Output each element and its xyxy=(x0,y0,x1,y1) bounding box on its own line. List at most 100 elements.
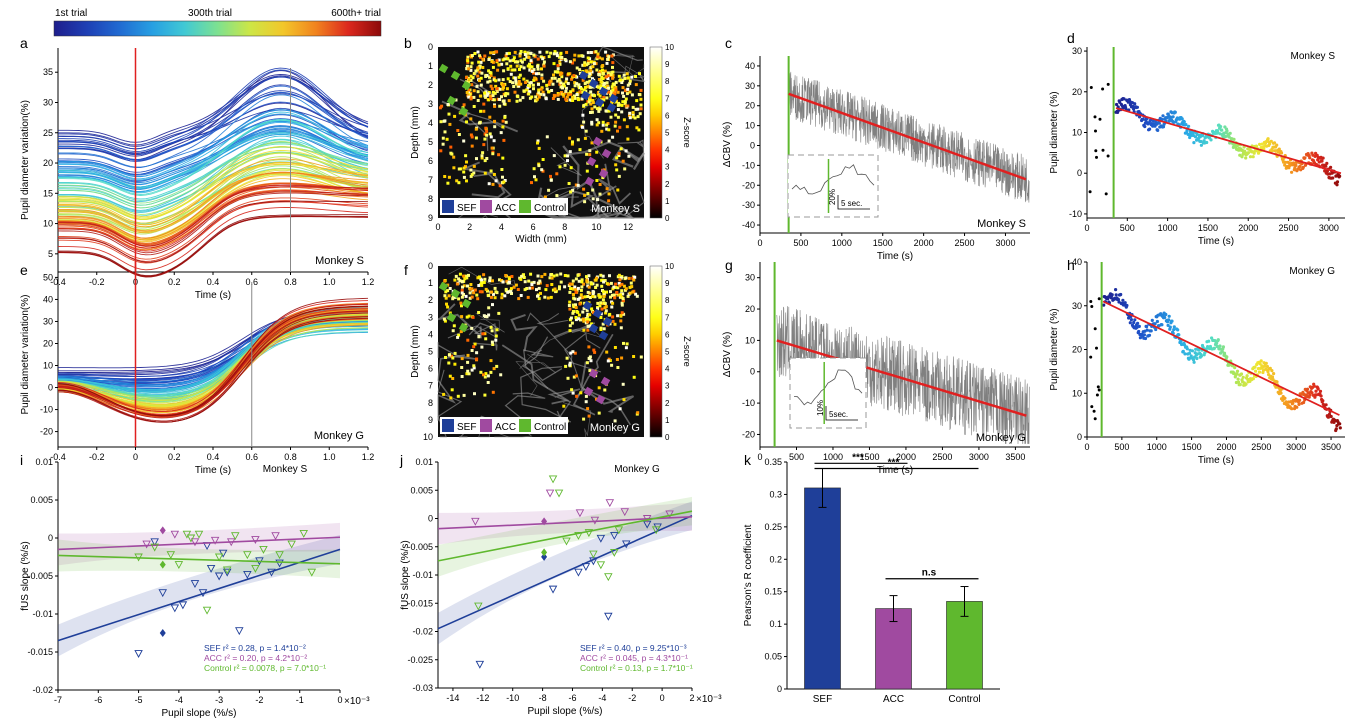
pupil-point xyxy=(1193,135,1198,139)
activation-pixel xyxy=(571,391,575,395)
activation-pixel xyxy=(486,293,490,297)
colorbar-tick-label: 6 xyxy=(665,111,670,120)
x-tick-label: 3000 xyxy=(1319,223,1339,233)
x-tick-label: 1500 xyxy=(873,238,893,248)
activation-pixel xyxy=(494,84,498,88)
activation-pixel xyxy=(571,311,575,315)
activation-pixel xyxy=(586,328,590,332)
activation-pixel xyxy=(582,282,586,286)
activation-pixel xyxy=(489,359,493,363)
activation-pixel xyxy=(586,60,590,64)
activation-pixel xyxy=(610,85,614,89)
activation-pixel xyxy=(595,179,599,182)
y-tick-label: 5 xyxy=(428,137,433,147)
x-tick-label: 10 xyxy=(591,222,601,232)
activation-pixel xyxy=(609,290,612,294)
pupil-point xyxy=(1183,352,1187,356)
x-tick-label: -3 xyxy=(215,695,223,705)
activation-pixel xyxy=(467,372,471,376)
control-roi-marker xyxy=(458,106,469,117)
stat-label-control: Control r² = 0.0078, p = 7.0*10⁻¹ xyxy=(204,663,326,673)
activation-pixel xyxy=(497,311,501,315)
activation-pixel xyxy=(537,88,541,92)
activation-pixel xyxy=(609,115,613,119)
control-roi-marker xyxy=(438,63,449,74)
session-point-sef xyxy=(222,568,232,577)
activation-pixel xyxy=(599,273,603,277)
activation-pixel xyxy=(543,272,547,276)
activation-pixel xyxy=(552,62,556,66)
activation-pixel xyxy=(550,273,554,276)
activation-pixel xyxy=(558,59,562,63)
activation-pixel xyxy=(530,281,534,285)
monkey-label: Monkey S xyxy=(1291,51,1336,62)
activation-pixel xyxy=(562,404,566,408)
session-point-control xyxy=(287,540,296,549)
x-tick-label: 0.2 xyxy=(168,452,181,462)
trial-trace xyxy=(58,92,369,161)
activation-pixel xyxy=(550,283,554,286)
x-tick-label: 4 xyxy=(499,222,504,232)
pupil-point xyxy=(1277,147,1281,151)
session-point-control xyxy=(174,561,184,570)
activation-pixel xyxy=(488,279,492,283)
colorbar-label-last: 600th+ trial xyxy=(331,8,381,19)
activation-pixel xyxy=(587,345,591,349)
pupil-point xyxy=(1268,142,1272,146)
pupil-point xyxy=(1221,345,1225,349)
x-axis-label: Width (mm) xyxy=(515,234,567,245)
activation-pixel xyxy=(583,61,587,65)
activation-pixel xyxy=(487,69,491,73)
session-point-control xyxy=(186,534,196,543)
colorbar-tick-label: 4 xyxy=(665,146,670,155)
session-point-sef xyxy=(214,572,224,581)
activation-pixel xyxy=(512,85,516,88)
activation-pixel xyxy=(522,276,526,279)
activation-pixel xyxy=(587,414,591,418)
pupil-point xyxy=(1191,358,1196,362)
activation-pixel xyxy=(511,81,515,85)
activation-pixel xyxy=(520,274,524,278)
activation-pixel xyxy=(559,51,563,55)
activation-pixel xyxy=(577,313,581,317)
activation-pixel xyxy=(628,285,632,289)
activation-pixel xyxy=(552,274,556,278)
y-tick-label: 0.15 xyxy=(764,587,782,597)
activation-pixel xyxy=(574,318,578,322)
session-point-sef xyxy=(134,650,143,658)
activation-pixel xyxy=(484,126,488,130)
activation-pixel xyxy=(587,75,591,79)
pupil-point xyxy=(1199,143,1203,147)
y-tick-label: -10 xyxy=(742,398,755,408)
trial-trace xyxy=(58,158,369,228)
vessel xyxy=(562,145,621,211)
y-tick-label: 0.3 xyxy=(769,489,782,499)
activation-pixel xyxy=(472,164,476,168)
sef-roi-marker xyxy=(608,93,619,104)
pupil-point xyxy=(1298,164,1302,168)
activation-pixel xyxy=(540,76,544,80)
activation-pixel xyxy=(460,280,464,284)
activation-pixel xyxy=(528,68,532,72)
inset-frame xyxy=(787,154,879,218)
activation-pixel xyxy=(595,68,599,72)
activation-pixel xyxy=(586,324,590,328)
session-point-acc xyxy=(226,538,236,547)
control-roi-marker xyxy=(461,80,472,91)
activation-pixel xyxy=(602,98,606,102)
fit-line-control xyxy=(437,510,693,562)
activation-pixel xyxy=(586,320,590,324)
activation-pixel xyxy=(447,353,451,357)
y-tick-label: 35 xyxy=(43,67,53,77)
x-tick-label: -4 xyxy=(598,693,606,703)
activation-pixel xyxy=(462,139,466,143)
zscore-colorbar xyxy=(649,46,663,219)
activation-pixel xyxy=(501,119,505,123)
activation-pixel xyxy=(556,64,560,67)
activation-pixel xyxy=(591,101,595,105)
activation-pixel xyxy=(582,120,586,124)
activation-pixel xyxy=(604,311,608,315)
activation-pixel xyxy=(616,129,619,133)
activation-pixel xyxy=(517,297,521,301)
activation-pixel xyxy=(585,318,588,322)
